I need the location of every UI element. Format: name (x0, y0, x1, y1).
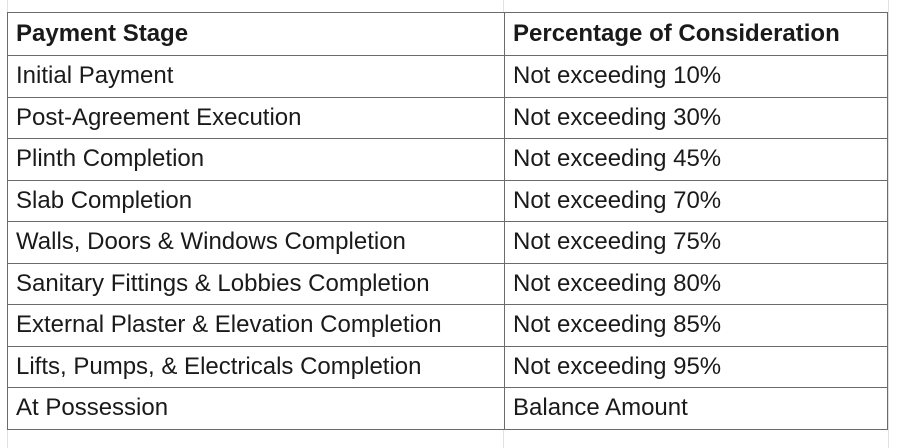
percentage-cell[interactable]: Not exceeding 85% (504, 304, 888, 347)
payment-stage-cell[interactable]: Plinth Completion (7, 138, 505, 181)
payment-stage-cell[interactable]: External Plaster & Elevation Completion (7, 304, 505, 347)
table-row: Initial Payment Not exceeding 10% (7, 55, 888, 98)
percentage-cell[interactable]: Not exceeding 30% (504, 96, 888, 139)
sheet-gridline (888, 0, 889, 448)
header-payment-stage[interactable]: Payment Stage (7, 12, 505, 56)
percentage-cell[interactable]: Not exceeding 75% (504, 221, 888, 264)
payment-stage-cell[interactable]: At Possession (7, 387, 505, 430)
table-row: Post-Agreement Execution Not exceeding 3… (7, 96, 888, 139)
percentage-cell[interactable]: Balance Amount (504, 387, 888, 430)
header-percentage-of-consideration[interactable]: Percentage of Consideration (504, 12, 888, 56)
percentage-cell[interactable]: Not exceeding 95% (504, 345, 888, 388)
table-row: External Plaster & Elevation Completion … (7, 304, 888, 347)
payment-stage-cell[interactable]: Post-Agreement Execution (7, 96, 505, 139)
percentage-cell[interactable]: Not exceeding 80% (504, 262, 888, 305)
payment-schedule-table: Payment Stage Percentage of Consideratio… (7, 12, 888, 430)
payment-stage-cell[interactable]: Slab Completion (7, 179, 505, 222)
payment-stage-cell[interactable]: Sanitary Fittings & Lobbies Completion (7, 262, 505, 305)
payment-stage-cell[interactable]: Lifts, Pumps, & Electricals Completion (7, 345, 505, 388)
percentage-cell[interactable]: Not exceeding 10% (504, 55, 888, 98)
payment-stage-cell[interactable]: Initial Payment (7, 55, 505, 98)
table-row: Lifts, Pumps, & Electricals Completion N… (7, 345, 888, 388)
payment-stage-cell[interactable]: Walls, Doors & Windows Completion (7, 221, 505, 264)
table-row: Walls, Doors & Windows Completion Not ex… (7, 221, 888, 264)
table-row: Slab Completion Not exceeding 70% (7, 179, 888, 222)
table-header-row: Payment Stage Percentage of Consideratio… (7, 12, 888, 56)
table-row: Plinth Completion Not exceeding 45% (7, 138, 888, 181)
table-row: Sanitary Fittings & Lobbies Completion N… (7, 262, 888, 305)
percentage-cell[interactable]: Not exceeding 45% (504, 138, 888, 181)
table-row: At Possession Balance Amount (7, 387, 888, 430)
percentage-cell[interactable]: Not exceeding 70% (504, 179, 888, 222)
